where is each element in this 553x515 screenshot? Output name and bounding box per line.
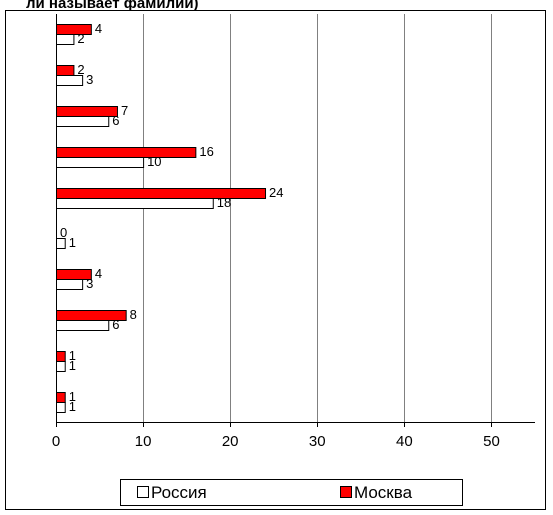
data-label-moskva-8: 8: [130, 307, 137, 322]
legend-box: [120, 479, 463, 506]
data-label-rossiya-8: 6: [112, 317, 119, 332]
bar-moskva-9: [56, 351, 66, 362]
bar-moskva-10: [56, 392, 66, 403]
bar-rossiya-1: [56, 34, 75, 45]
data-label-moskva-3: 7: [121, 103, 128, 118]
legend-label-moskva: Москва: [354, 483, 413, 502]
x-axis: 0 10 20 30 40 50: [52, 14, 535, 450]
bar-moskva-5: [56, 188, 267, 199]
data-label-rossiya-2: 3: [86, 72, 93, 87]
data-label-moskva-9: 1: [69, 348, 76, 363]
x-tick-label-10: 10: [135, 433, 152, 450]
x-tick-label-50: 50: [483, 433, 500, 450]
bar-rossiya-2: [56, 75, 84, 86]
data-label-rossiya-6: 1: [69, 235, 76, 250]
bar-rossiya-6: [56, 238, 66, 249]
x-tick-label-20: 20: [222, 433, 239, 450]
bar-rossiya-7: [56, 279, 84, 290]
bar-rossiya-9: [56, 361, 66, 372]
chart-frame: [5, 10, 546, 510]
bar-moskva-2: [56, 65, 75, 76]
legend-swatch-rossiya: [137, 486, 149, 498]
bar-rossiya-4: [56, 157, 145, 168]
legend: Россия Москва: [120, 479, 463, 506]
legend-label-rossiya: Россия: [151, 483, 207, 502]
legend-swatch-moskva: [340, 486, 352, 498]
data-label-rossiya-10: 1: [69, 399, 76, 414]
data-label-moskva-10: 1: [69, 389, 76, 404]
bar-moskva-3: [56, 106, 118, 117]
bars: [56, 24, 267, 413]
bar-rossiya-5: [56, 198, 214, 209]
bar-rossiya-3: [56, 116, 110, 127]
x-tick-label-0: 0: [52, 433, 60, 450]
data-label-rossiya-1: 2: [77, 31, 84, 46]
data-label-rossiya-9: 1: [69, 358, 76, 373]
data-label-moskva-6: 0: [60, 225, 67, 240]
data-label-rossiya-4: 10: [147, 154, 161, 169]
data-label-moskva-5: 24: [269, 185, 283, 200]
data-label-rossiya-5: 18: [217, 195, 231, 210]
data-label-moskva-1: 4: [95, 21, 102, 36]
bar-rossiya-8: [56, 320, 110, 331]
chart-header-text: ли называет фамилии): [26, 0, 199, 12]
x-tick-label-30: 30: [309, 433, 326, 450]
bar-rossiya-10: [56, 402, 66, 413]
gridlines: [143, 14, 492, 422]
data-label-moskva-4: 16: [199, 144, 213, 159]
bar-moskva-1: [56, 24, 92, 35]
data-label-rossiya-7: 3: [86, 276, 93, 291]
data-label-rossiya-3: 6: [112, 113, 119, 128]
data-label-moskva-2: 2: [77, 62, 84, 77]
bar-moskva-4: [56, 147, 197, 158]
data-label-moskva-7: 4: [95, 266, 102, 281]
x-tick-label-40: 40: [396, 433, 413, 450]
